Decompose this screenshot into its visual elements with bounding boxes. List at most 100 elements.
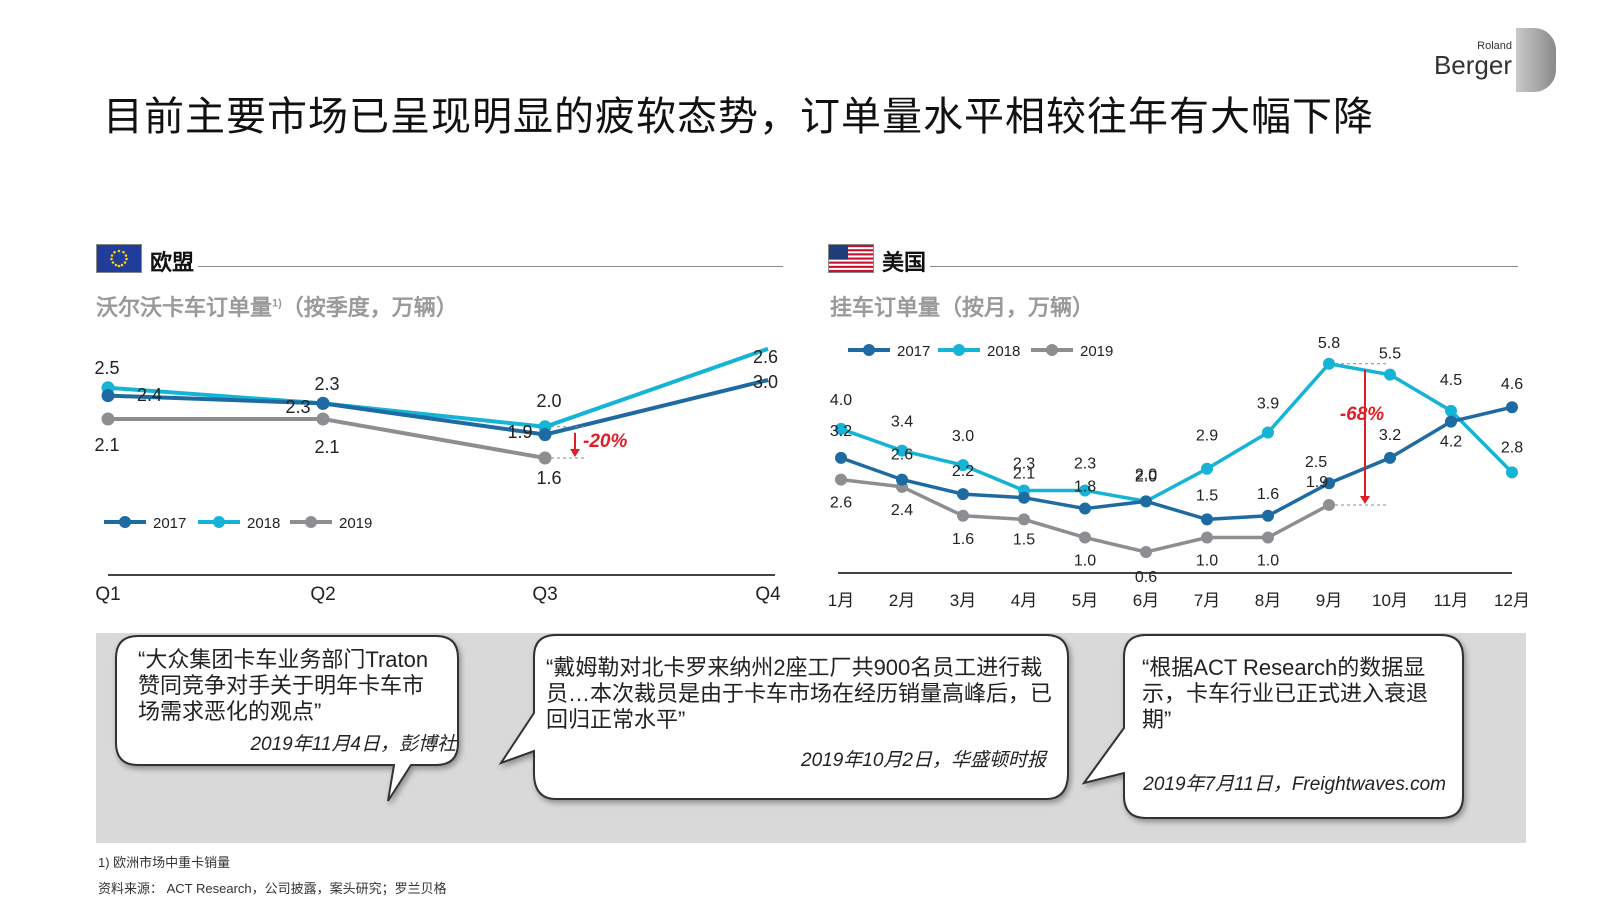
us-point-2017 [957,488,969,501]
us-point-2018 [835,422,847,435]
us-point-2017 [1445,415,1457,428]
eu-series-line-2017 [107,378,769,437]
us-data-label: 2.5 [1305,454,1327,471]
quote-text-2: “戴姆勒对北卡罗来纳州2座工厂共900名员工进行裁员…本次裁员是由于卡车市场在经… [546,655,1053,732]
us-data-label: 3.0 [952,428,974,445]
us-point-2018 [1384,368,1396,381]
us-x-tick-label: 8月 [1255,591,1281,610]
us-data-label: 3.2 [1379,427,1401,444]
us-data-label: 2.3 [1013,455,1035,472]
us-data-label: 2.0 [1135,468,1157,485]
us-data-label: 1.5 [1013,531,1035,548]
us-data-label: 2.3 [1074,455,1096,472]
us-point-2017 [1201,513,1213,526]
us-data-label: 1.8 [1074,479,1096,496]
us-point-2019 [1201,531,1213,544]
eu-data-label: 3.0 [753,372,778,392]
eu-data-label: 1.6 [536,468,561,488]
us-point-2018 [1323,357,1335,370]
eu-flag-icon [96,244,142,273]
us-data-label: 2.2 [952,463,974,480]
us-x-tick-label: 12月 [1494,591,1530,610]
source-note: 资料来源： ACT Research，公司披露，案头研究；罗兰贝格 [98,881,447,896]
us-flag-icon [828,244,874,273]
us-x-tick-label: 6月 [1133,591,1159,610]
eu-legend-marker-2017 [119,516,131,528]
us-point-2017 [1018,491,1030,504]
us-point-2019 [957,509,969,522]
us-data-label: 1.6 [952,531,974,548]
us-legend-label: 2018 [987,343,1020,360]
eu-x-tick-label: Q3 [532,584,557,605]
us-data-label: 1.5 [1196,487,1218,504]
eu-subtitle: 沃尔沃卡车订单量1)（按季度，万辆） [96,295,458,320]
us-legend-label: 2017 [897,343,930,360]
us-point-2019 [1323,498,1335,511]
us-point-2017 [1262,509,1274,522]
us-point-2019 [1262,531,1274,544]
us-data-label: 2.6 [891,447,913,464]
eu-drop-arrowhead [570,449,580,457]
us-data-label: 3.4 [891,414,913,431]
us-point-2018 [896,444,908,457]
eu-data-label: 2.1 [314,437,339,457]
quote-source-2: 2019年10月2日，华盛顿时报 [801,750,1046,771]
quote-text-1: “大众集团卡车业务部门Traton赞同竞争对手关于明年卡车市场需求恶化的观点” [138,647,429,724]
quote-text-3: “根据ACT Research的数据显示，卡车行业已正式进入衰退期” [1142,655,1429,732]
us-series-line-2018 [840,361,1514,504]
page-title: 目前主要市场已呈现明显的疲软态势，订单量水平相较往年有大幅下降 [103,95,1374,139]
us-point-2018 [1201,462,1213,475]
us-point-2017 [1506,401,1518,414]
eu-legend-marker-2018 [213,516,225,528]
eu-divider [198,266,783,267]
us-point-2017 [1384,451,1396,464]
eu-point-2019 [316,412,330,426]
us-legend-marker-2019 [1046,344,1058,356]
us-data-label: 3.9 [1257,396,1279,413]
us-data-label: 1.0 [1257,553,1279,570]
us-data-label: 1.0 [1196,553,1218,570]
us-point-2017 [835,451,847,464]
us-x-tick-label: 1月 [828,591,854,610]
us-x-tick-label: 5月 [1072,591,1098,610]
us-data-label: 2.8 [1501,439,1523,456]
quote-source-1: 2019年11月4日，彭博社 [250,734,456,755]
us-point-2018 [1445,404,1457,417]
us-point-2019 [1140,546,1152,558]
speech-bubble-3 [1081,634,1464,819]
eu-point-2017 [538,428,552,442]
eu-legend-label: 2018 [247,515,280,532]
us-data-label: 2.6 [830,495,852,512]
quotes-panel: “大众集团卡车业务部门Traton赞同竞争对手关于明年卡车市场需求恶化的观点” … [96,633,1526,843]
eu-x-tick-label: Q2 [310,584,335,605]
us-data-label: 2.0 [1135,466,1157,483]
eu-point-2017 [316,396,330,410]
us-data-label: 4.0 [830,392,852,409]
us-point-2017 [1079,502,1091,515]
us-point-2018 [1079,484,1091,497]
us-data-label: 1.9 [1306,474,1328,491]
us-data-label: 4.5 [1440,372,1462,389]
eu-data-label: 2.6 [753,347,778,367]
eu-legend-marker-2019 [305,516,317,528]
us-point-2018 [1262,426,1274,439]
eu-legend-label: 2017 [153,515,186,532]
speech-bubble-1 [115,635,459,802]
eu-point-2019 [538,451,552,465]
us-data-label: 5.5 [1379,346,1401,363]
us-data-label: 4.6 [1501,376,1523,393]
logo-mark-icon [1516,28,1556,92]
us-point-2019 [1018,513,1030,526]
us-x-tick-label: 10月 [1372,591,1408,610]
us-data-label: 4.2 [1440,434,1462,451]
roland-berger-logo: Roland Berger [1426,28,1556,92]
us-heading: 美国 [882,250,927,275]
us-legend-marker-2017 [863,344,875,356]
us-point-2017 [1140,495,1152,508]
eu-series-line-2018 [107,346,769,429]
eu-point-2019 [101,412,115,426]
us-data-label: 2.9 [1196,428,1218,445]
eu-data-label: 2.3 [314,374,339,394]
us-data-label: 1.0 [1074,553,1096,570]
